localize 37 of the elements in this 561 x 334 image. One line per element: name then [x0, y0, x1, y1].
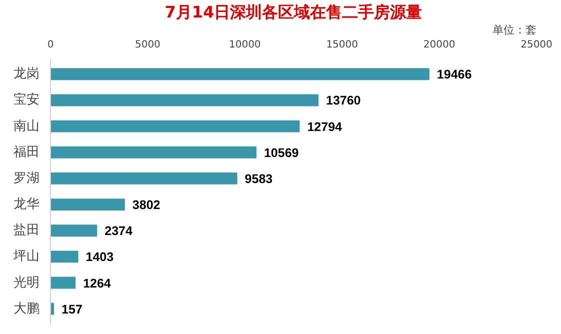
x-tick-label: 15000 [326, 40, 358, 50]
bar [50, 68, 430, 80]
data-label: 12794 [307, 120, 342, 134]
bar [50, 276, 76, 289]
data-label: 9583 [244, 172, 273, 186]
x-tick-label: 5000 [134, 40, 160, 50]
y-tick-label: 罗湖 [14, 170, 40, 186]
data-label: 19466 [436, 68, 472, 82]
y-tick-label: 龙岗 [14, 66, 40, 82]
bar [50, 250, 78, 263]
bar [50, 120, 300, 132]
y-tick-label: 大鹏 [14, 301, 40, 316]
y-tick-label: 坪山 [12, 249, 40, 264]
data-label: 1264 [83, 276, 111, 290]
y-tick-label: 南山 [14, 118, 40, 134]
x-tick-label: 0 [47, 40, 54, 50]
y-tick-label: 龙华 [14, 197, 40, 212]
data-label: 13760 [326, 94, 361, 108]
bar [50, 94, 318, 106]
y-tick-label: 宝安 [14, 92, 40, 108]
data-label: 2374 [104, 224, 133, 238]
data-label: 3802 [132, 198, 160, 212]
bar [50, 198, 125, 211]
y-tick-label: 福田 [14, 144, 40, 160]
bar [50, 224, 98, 237]
data-label: 1403 [86, 250, 114, 264]
text: 单位：套 [492, 24, 536, 36]
y-tick-label: 光明 [14, 275, 40, 290]
bar [50, 172, 238, 184]
data-label: 157 [62, 302, 82, 316]
bar [50, 146, 256, 158]
x-tick-label: 25000 [520, 40, 552, 50]
chart-title: 7月14日深圳各区域在售二手房源量 [164, 2, 422, 22]
x-tick-label: 10000 [228, 40, 261, 50]
data-label: 10569 [264, 146, 299, 160]
x-tick-label: 20000 [423, 40, 456, 50]
y-tick-label: 盐田 [14, 223, 40, 238]
